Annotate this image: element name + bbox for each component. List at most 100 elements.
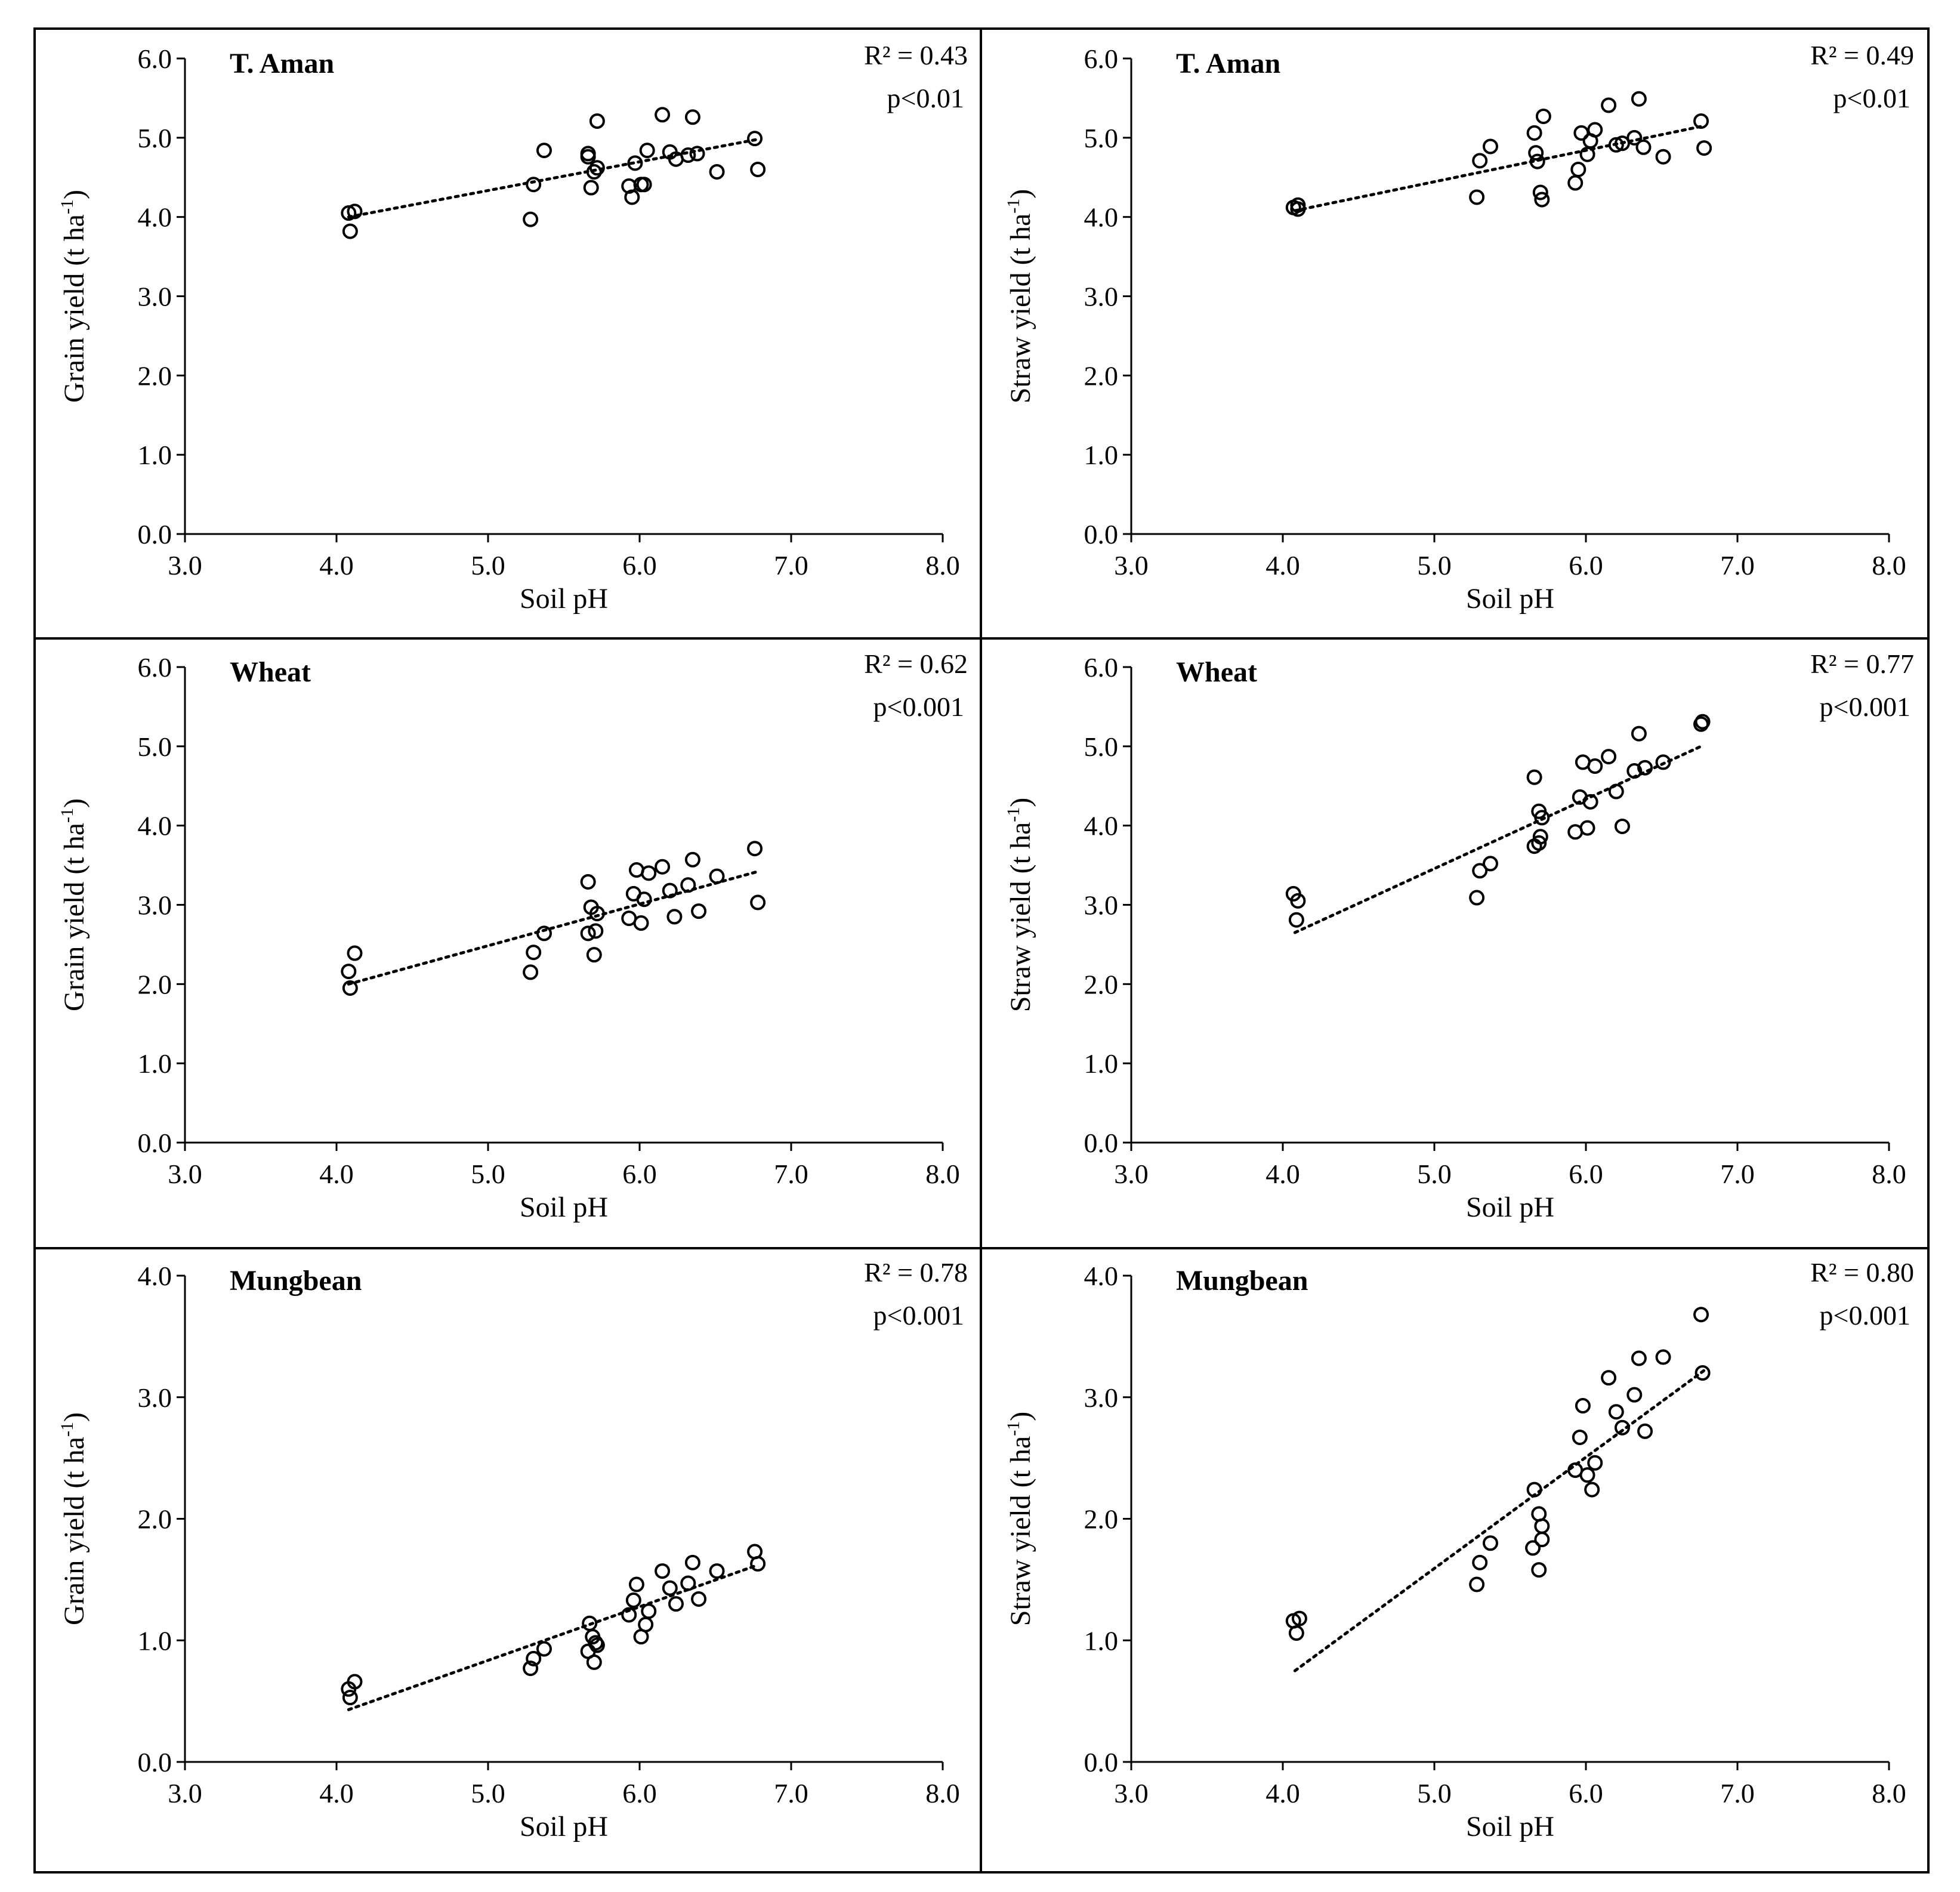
x-tick-label: 3.0 [168, 1778, 202, 1808]
data-point [588, 923, 604, 939]
data-point [347, 203, 363, 220]
y-tick-label: 0.0 [1084, 1128, 1119, 1158]
data-point [625, 1592, 641, 1609]
r-squared-label: R² = 0.77 [1810, 649, 1914, 679]
y-tick-label: 3.0 [138, 890, 172, 921]
data-point [747, 841, 763, 857]
data-point [689, 146, 705, 162]
data-point [668, 1596, 684, 1612]
x-tick-label: 6.0 [622, 550, 657, 581]
data-point [750, 1555, 766, 1572]
chart-panel-wheat-grain: 0.0 1.0 2.0 3.0 4.0 5.0 6.0 3.0 4.0 5.0 6.0 7.0 8.0 S… [33, 637, 982, 1249]
r-squared-label: R² = 0.43 [864, 40, 968, 70]
trend-line [347, 870, 760, 986]
y-axis-label-main: Straw yield (t ha [1005, 1436, 1036, 1626]
x-tick-label: 4.0 [319, 550, 354, 581]
y-axis-label: Grain yield (t ha-1) [57, 1412, 90, 1625]
data-point [1582, 794, 1598, 810]
data-point [1631, 91, 1647, 107]
x-tick-label: 8.0 [1872, 1778, 1906, 1808]
x-tick-label: 5.0 [1417, 1159, 1452, 1189]
y-axis-label-superscript: -1 [57, 808, 77, 823]
data-point [1614, 1419, 1630, 1436]
data-point [1626, 763, 1643, 779]
y-tick-label: 6.0 [1084, 652, 1119, 683]
x-axis-label: Soil pH [1466, 583, 1554, 615]
data-point [526, 177, 542, 193]
x-tick-label: 5.0 [471, 1778, 505, 1808]
data-point [624, 189, 640, 205]
y-tick-label: 5.0 [1084, 123, 1119, 153]
data-point [1534, 1532, 1550, 1548]
y-tick-label: 2.0 [1084, 1504, 1119, 1535]
y-tick-label: 6.0 [1084, 44, 1119, 74]
y-tick-label: 1.0 [1084, 1625, 1119, 1656]
data-point [633, 915, 649, 931]
data-point [1601, 1370, 1617, 1386]
data-point [662, 1580, 678, 1596]
y-tick-label: 5.0 [138, 123, 172, 153]
x-tick-label: 8.0 [1872, 550, 1906, 581]
x-tick-label: 3.0 [1114, 1159, 1149, 1189]
data-point [684, 851, 700, 868]
y-axis-label-main: Straw yield (t ha [1005, 822, 1036, 1013]
data-point [684, 109, 700, 125]
data-point [709, 163, 725, 180]
data-point [536, 143, 552, 159]
y-axis-label-superscript: -1 [57, 199, 77, 214]
data-point [1626, 1387, 1643, 1403]
data-point [1655, 1349, 1671, 1365]
x-tick-label: 6.0 [622, 1159, 657, 1189]
x-tick-label: 7.0 [1720, 550, 1755, 581]
data-point [1614, 135, 1630, 152]
data-point [621, 1607, 637, 1623]
data-point [1531, 1562, 1547, 1578]
y-axis-label-end: ) [1005, 798, 1036, 807]
y-tick-label: 1.0 [138, 1048, 172, 1079]
data-point [1288, 1625, 1304, 1641]
data-point [583, 180, 599, 196]
y-axis-label-superscript: -1 [1004, 807, 1023, 822]
y-axis-label: Straw yield (t ha-1) [1004, 189, 1036, 404]
data-point [636, 177, 652, 193]
data-point [1608, 1404, 1624, 1420]
y-tick-label: 4.0 [1084, 202, 1119, 233]
data-point [750, 161, 766, 177]
y-tick-label: 0.0 [138, 1128, 172, 1158]
y-tick-label: 4.0 [138, 1261, 172, 1291]
data-point [1469, 890, 1485, 906]
x-tick-label: 5.0 [1417, 1778, 1452, 1808]
data-point [347, 1674, 363, 1690]
y-tick-label: 3.0 [138, 282, 172, 312]
data-point [691, 1591, 707, 1607]
data-point [580, 146, 596, 162]
y-tick-label: 0.0 [138, 1747, 172, 1777]
y-axis-label-end: ) [1005, 1412, 1036, 1421]
panel-border [33, 27, 982, 640]
data-point [747, 131, 763, 147]
data-point [1567, 175, 1584, 191]
data-point [341, 205, 357, 221]
panel-border [33, 637, 982, 1249]
data-point [536, 925, 552, 942]
data-point [1570, 161, 1586, 177]
x-tick-label: 8.0 [925, 1778, 960, 1808]
data-point [1469, 1576, 1485, 1592]
x-tick-label: 6.0 [1569, 1159, 1603, 1189]
data-point [1291, 1610, 1307, 1626]
x-tick-label: 5.0 [471, 550, 505, 581]
y-tick-label: 3.0 [1084, 890, 1119, 921]
data-point [1472, 1554, 1488, 1570]
data-point [655, 107, 671, 123]
data-point [1469, 189, 1485, 205]
data-point [1637, 760, 1653, 776]
data-point [666, 909, 683, 925]
data-point [709, 868, 725, 884]
y-tick-label: 0.0 [1084, 519, 1119, 550]
p-value-label: p<0.001 [1820, 692, 1910, 722]
r-squared-label: R² = 0.78 [864, 1257, 968, 1288]
r-squared-label: R² = 0.49 [1810, 40, 1914, 70]
data-point [1535, 108, 1551, 124]
data-point [523, 211, 539, 227]
x-tick-label: 4.0 [319, 1159, 354, 1189]
